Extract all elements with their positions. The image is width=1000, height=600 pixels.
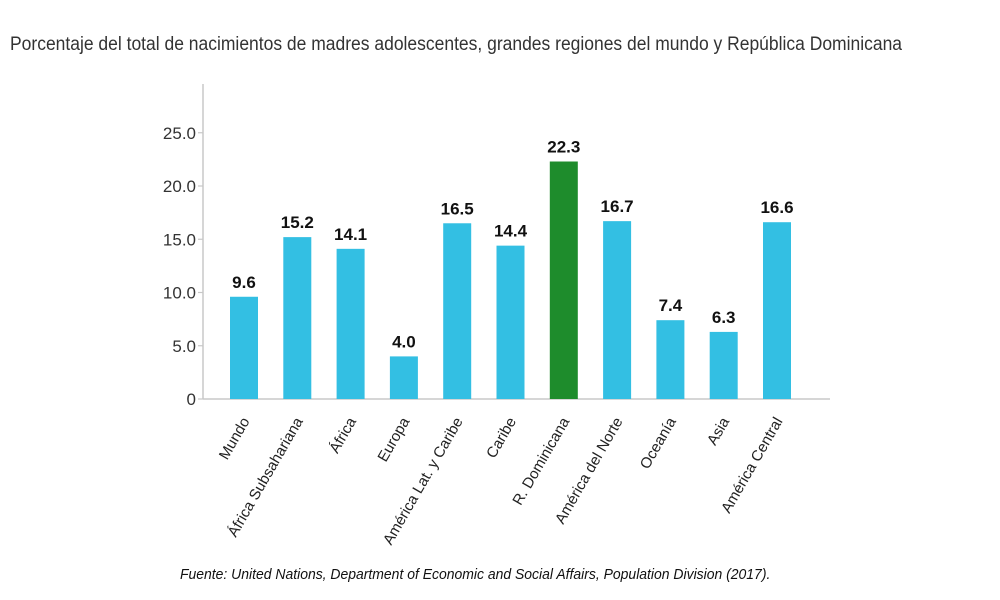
bar [230, 296, 258, 399]
bar-value-label: 6.3 [712, 308, 736, 327]
bar [656, 320, 685, 399]
bar [549, 161, 578, 399]
bar [389, 356, 418, 399]
bar-value-label: 15.2 [281, 213, 314, 232]
bar-value-label: 16.5 [441, 199, 474, 218]
bar-value-label: 14.1 [334, 225, 367, 244]
bar-value-label: 7.4 [659, 296, 683, 315]
bar-value-label: 22.3 [547, 138, 580, 157]
bar-value-label: 16.7 [601, 197, 634, 216]
y-tick-label: 15.0 [163, 230, 196, 249]
y-tick-label: 10.0 [163, 284, 196, 303]
y-tick-label: 0 [187, 390, 196, 409]
bar [283, 237, 312, 399]
y-tick-label: 5.0 [172, 337, 196, 356]
x-category-label: Asia [704, 414, 734, 448]
bar-value-label: 9.6 [232, 273, 256, 292]
bar-value-label: 14.4 [494, 222, 528, 241]
bar [709, 331, 738, 399]
x-category-label: Caribe [483, 415, 520, 462]
bar-value-label: 4.0 [392, 332, 416, 351]
bar [763, 222, 791, 399]
x-category-label: Oceanía [637, 414, 680, 472]
bar-value-label: 16.6 [760, 198, 793, 217]
bar [336, 248, 365, 399]
chart-bars [230, 161, 791, 399]
y-tick-label: 20.0 [163, 177, 196, 196]
x-category-label: África [326, 414, 360, 456]
bar [443, 223, 472, 399]
y-tick-label: 25.0 [163, 124, 196, 143]
x-category-label: R. Dominicana [509, 414, 573, 508]
x-category-label: Europa [374, 414, 413, 465]
bar [496, 245, 525, 399]
bar [603, 221, 632, 399]
x-category-label: Mundo [216, 415, 254, 463]
source-note: Fuente: United Nations, Department of Ec… [180, 566, 771, 583]
chart-title: Porcentaje del total de nacimientos de m… [10, 34, 903, 55]
